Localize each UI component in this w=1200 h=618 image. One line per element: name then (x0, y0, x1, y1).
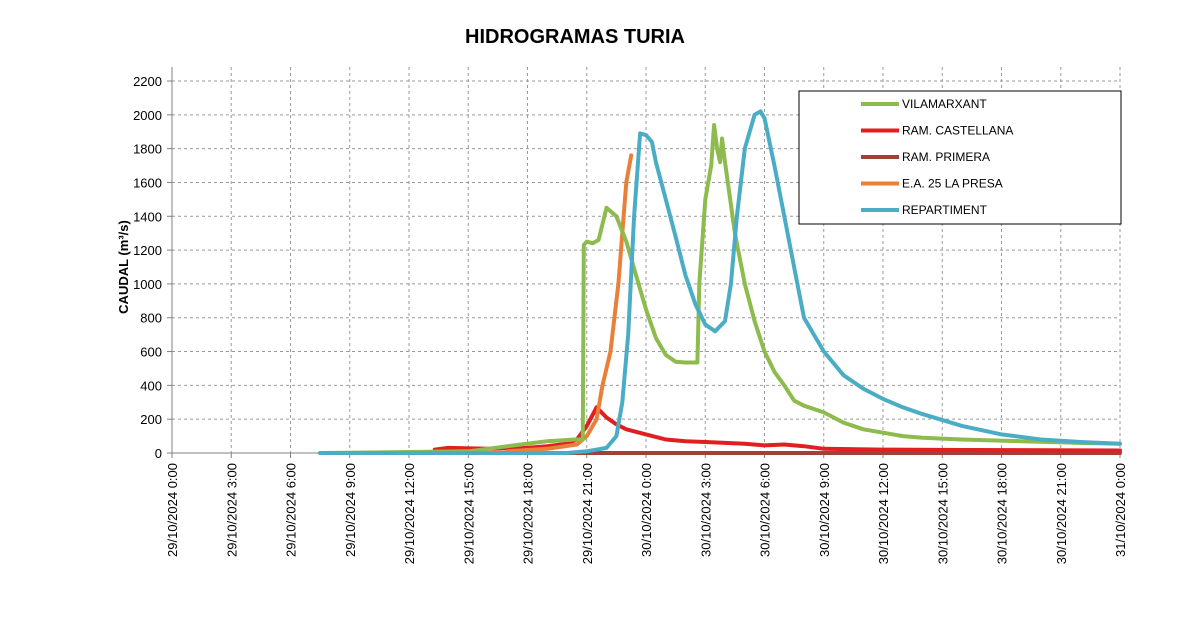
y-tick-label: 600 (140, 345, 162, 360)
y-tick-label: 800 (140, 311, 162, 326)
legend-label: E.A. 25 LA PRESA (902, 177, 1003, 191)
series-line-vilamarxant (318, 123, 1122, 455)
y-tick-label: 1800 (133, 142, 162, 157)
y-axis-label: CAUDAL (m³/s) (116, 220, 131, 314)
x-tick-label: 30/10/2024 9:00 (817, 463, 832, 557)
x-tick-label: 30/10/2024 12:00 (876, 463, 891, 564)
legend-label: VILAMARXANT (902, 97, 987, 111)
y-tick-label: 400 (140, 378, 162, 393)
x-tick-label: 31/10/2024 0:00 (1113, 463, 1128, 557)
x-tick-label: 30/10/2024 18:00 (995, 463, 1010, 564)
series-line-e-a-25-la-presa (505, 153, 634, 454)
x-tick-label: 30/10/2024 0:00 (639, 463, 654, 557)
x-tick-label: 29/10/2024 0:00 (165, 463, 180, 557)
series-line-repartiment (318, 109, 1122, 455)
legend-label: REPARTIMENT (902, 203, 988, 217)
x-tick-label: 30/10/2024 21:00 (1054, 463, 1069, 564)
series-line-ram-castellana (432, 405, 1122, 453)
legend-box (798, 90, 1122, 225)
x-tick-label: 29/10/2024 18:00 (521, 463, 536, 564)
x-tick-label: 30/10/2024 15:00 (935, 463, 950, 564)
y-tick-label: 2200 (133, 74, 162, 89)
chart-title: HIDROGRAMAS TURIA (465, 26, 685, 48)
x-tick-label: 30/10/2024 6:00 (758, 463, 773, 557)
y-tick-label: 1000 (133, 277, 162, 292)
y-tick-label: 1200 (133, 243, 162, 258)
x-tick-label: 29/10/2024 15:00 (461, 463, 476, 564)
y-tick-label: 2000 (133, 108, 162, 123)
x-tick-label: 29/10/2024 12:00 (402, 463, 417, 564)
x-tick-label: 30/10/2024 3:00 (698, 463, 713, 557)
x-tick-label: 29/10/2024 21:00 (580, 463, 595, 564)
legend-label: RAM. CASTELLANA (902, 124, 1013, 138)
y-tick-label: 1600 (133, 175, 162, 190)
y-tick-label: 1400 (133, 209, 162, 224)
x-tick-label: 29/10/2024 3:00 (224, 463, 239, 557)
legend-label: RAM. PRIMERA (902, 150, 990, 164)
x-tick-label: 29/10/2024 9:00 (343, 463, 358, 557)
x-tick-label: 29/10/2024 6:00 (284, 463, 299, 557)
y-tick-label: 200 (140, 412, 162, 427)
y-tick-label: 0 (155, 446, 162, 461)
